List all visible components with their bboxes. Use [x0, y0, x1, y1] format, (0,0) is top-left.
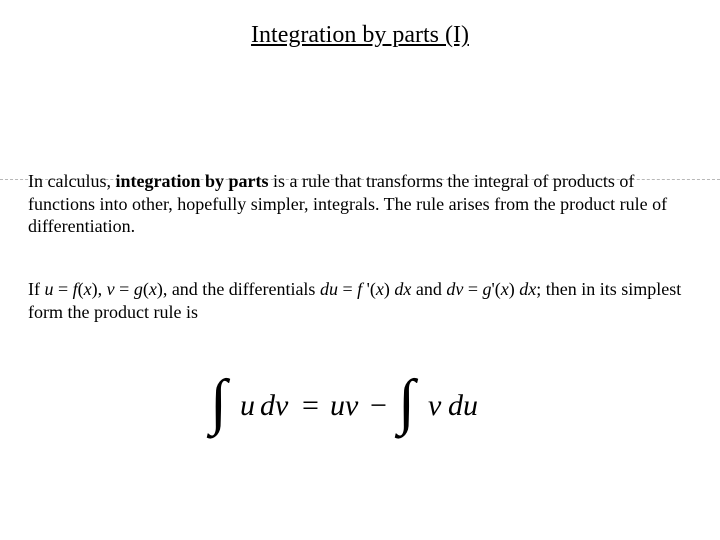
- page-title: Integration by parts (I): [0, 0, 720, 49]
- text: '(: [367, 279, 376, 299]
- text: =: [54, 279, 73, 299]
- var-g: g: [134, 279, 143, 299]
- svg-text:∫: ∫: [394, 370, 419, 439]
- text: =: [115, 279, 134, 299]
- intro-paragraph: In calculus, integration by parts is a r…: [28, 170, 688, 238]
- text: ): [509, 279, 520, 299]
- definition-paragraph: If u = f(x), v = g(x), and the different…: [28, 278, 692, 323]
- svg-text:dv: dv: [260, 389, 289, 422]
- svg-text:v: v: [428, 389, 442, 422]
- var-du: du: [320, 279, 338, 299]
- var-dx: dx: [519, 279, 536, 299]
- svg-text:=: =: [302, 389, 319, 422]
- var-x: x: [149, 279, 157, 299]
- intro-lead: In calculus,: [28, 171, 115, 191]
- integration-by-parts-formula: ∫ u dv = uv − ∫ v du: [0, 370, 720, 447]
- var-dv: dv: [446, 279, 463, 299]
- svg-text:u: u: [240, 389, 255, 422]
- svg-text:−: −: [370, 389, 387, 422]
- var-u: u: [45, 279, 54, 299]
- svg-text:du: du: [448, 389, 478, 422]
- var-x: x: [501, 279, 509, 299]
- text: ),: [92, 279, 107, 299]
- text: =: [338, 279, 357, 299]
- var-f: f: [357, 279, 367, 299]
- text: ), and the differentials: [157, 279, 320, 299]
- var-x: x: [84, 279, 92, 299]
- text: and: [411, 279, 446, 299]
- intro-term: integration by parts: [115, 171, 268, 191]
- var-v: v: [107, 279, 115, 299]
- var-x: x: [376, 279, 384, 299]
- text: '(: [492, 279, 501, 299]
- text: =: [463, 279, 482, 299]
- svg-text:∫: ∫: [206, 370, 231, 439]
- var-dx: dx: [394, 279, 411, 299]
- formula-svg: ∫ u dv = uv − ∫ v du: [190, 370, 530, 442]
- var-g: g: [483, 279, 492, 299]
- text: ): [384, 279, 395, 299]
- text: If: [28, 279, 45, 299]
- svg-text:uv: uv: [330, 389, 359, 422]
